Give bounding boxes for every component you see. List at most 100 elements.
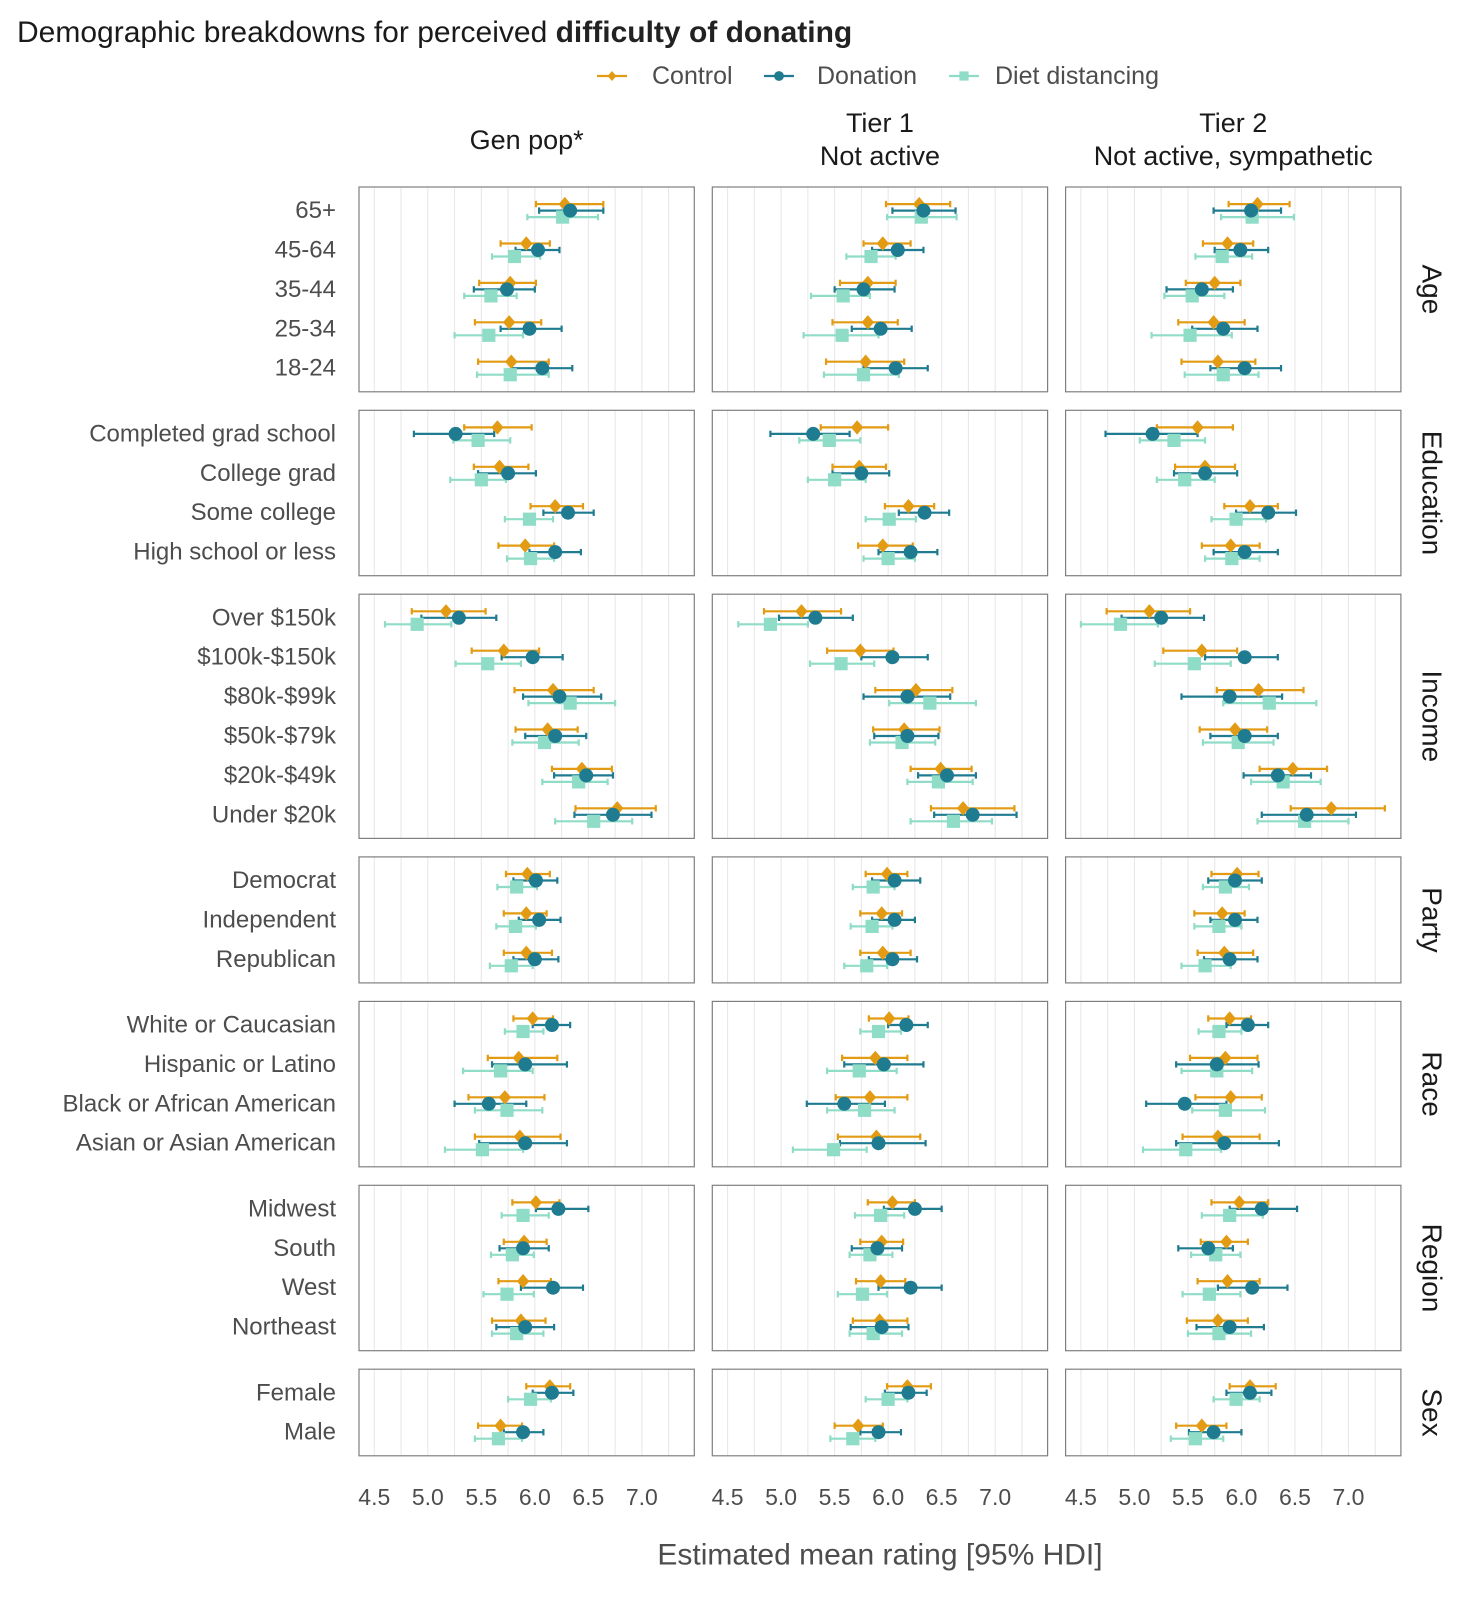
- point-diet-distancing: [1216, 368, 1230, 382]
- point-control: [854, 643, 867, 658]
- point-diet-distancing: [882, 512, 896, 526]
- group-strip-label: Age: [1417, 264, 1448, 314]
- point-donation: [1270, 768, 1285, 783]
- row-label: South: [273, 1235, 336, 1262]
- panel-age-3: [1064, 186, 1402, 393]
- point-control: [521, 866, 534, 882]
- point-control: [876, 538, 889, 553]
- point-donation: [525, 650, 540, 665]
- x-tick-label: 4.5: [712, 1484, 744, 1510]
- point-donation: [448, 426, 463, 441]
- point-donation: [500, 282, 515, 297]
- legend-label: Diet distancing: [995, 62, 1159, 90]
- point-control: [520, 945, 533, 960]
- point-donation: [1145, 426, 1160, 441]
- row-50k-79k: [511, 722, 588, 750]
- point-donation: [605, 807, 620, 822]
- point-donation: [871, 1136, 886, 1151]
- point-diet-distancing: [1185, 289, 1199, 303]
- point-donation: [535, 361, 550, 376]
- point-control: [1220, 1234, 1233, 1249]
- x-axis-title: Estimated mean rating [95% HDI]: [657, 1539, 1102, 1572]
- point-control: [875, 906, 888, 921]
- row-democrat: [851, 866, 922, 894]
- point-diet-distancing: [491, 1432, 506, 1446]
- point-diet-distancing: [1113, 617, 1128, 631]
- point-donation: [899, 1018, 914, 1032]
- panel-background: [712, 410, 1048, 576]
- x-axis-3: 4.5 5.0 5.5 6.0 6.5 7.0: [1065, 1484, 1365, 1510]
- point-diet-distancing: [504, 959, 518, 973]
- point-donation: [1244, 203, 1259, 218]
- point-diet-distancing: [471, 433, 485, 447]
- row-label: $80k-$99k: [224, 683, 337, 710]
- point-donation: [544, 1018, 559, 1032]
- group-strip-label: Party: [1417, 887, 1448, 952]
- point-donation: [917, 505, 932, 520]
- point-control: [494, 1418, 507, 1433]
- panel-background: [1065, 1369, 1401, 1456]
- row-high-school-or-less: [497, 538, 582, 566]
- point-diet-distancing: [835, 328, 849, 342]
- point-donation: [551, 1201, 566, 1216]
- legend-label: Control: [652, 62, 733, 90]
- point-diet-distancing: [856, 368, 871, 382]
- point-control: [1221, 1274, 1234, 1289]
- row-label: Black or African American: [63, 1090, 336, 1117]
- row-label: Independent: [203, 906, 337, 933]
- row-west: [1181, 1274, 1289, 1301]
- row-midwest: [853, 1195, 943, 1222]
- point-donation: [887, 873, 902, 888]
- point-control: [850, 420, 864, 435]
- point-donation: [1222, 952, 1237, 967]
- chart-title: Demographic breakdowns for perceived dif…: [17, 16, 852, 49]
- row-label: Northeast: [232, 1314, 336, 1341]
- panel-border: [711, 593, 1049, 840]
- row-65: [884, 196, 958, 224]
- point-donation: [501, 466, 516, 481]
- point-diet-distancing: [923, 696, 937, 710]
- point-control: [520, 236, 533, 251]
- panel-border: [1064, 409, 1402, 577]
- point-donation: [481, 1096, 496, 1111]
- point-control: [516, 1274, 530, 1289]
- group-strip-label: Region: [1417, 1224, 1448, 1313]
- point-diet-distancing: [1178, 473, 1192, 487]
- panel-border: [358, 1184, 695, 1352]
- row-hispanic-or-latino: [826, 1050, 925, 1078]
- point-diet-distancing: [1225, 552, 1239, 566]
- row-labels: 65+ 45-64 35-44 25-34 18-24 Completed grad sc…: [63, 197, 337, 1446]
- point-donation: [518, 1320, 533, 1335]
- point-donation: [544, 1385, 559, 1400]
- panel-region-2: [711, 1184, 1049, 1352]
- row-male: [1169, 1418, 1243, 1446]
- point-donation: [900, 689, 915, 704]
- point-diet-distancing: [516, 1024, 530, 1039]
- row-some-college: [1210, 499, 1298, 526]
- point-donation: [546, 1280, 561, 1295]
- point-donation: [1237, 545, 1252, 560]
- row-label: Over $150k: [212, 604, 337, 631]
- point-control: [1211, 1313, 1225, 1328]
- point-diet-distancing: [1218, 1103, 1232, 1117]
- circle-icon: [774, 71, 784, 81]
- row-80k-99k: [1180, 682, 1318, 710]
- row-100k-150k: [808, 643, 929, 671]
- panel-education-2: [711, 409, 1049, 577]
- point-donation: [856, 282, 871, 297]
- point-donation: [1254, 1201, 1269, 1216]
- point-donation: [552, 689, 567, 704]
- point-diet-distancing: [881, 552, 895, 566]
- panel-border: [358, 1368, 695, 1457]
- row-20k-49k: [906, 761, 977, 789]
- point-donation: [548, 545, 563, 560]
- point-control: [1211, 354, 1225, 369]
- point-donation: [1242, 1385, 1257, 1400]
- row-label: 65+: [295, 197, 336, 224]
- point-control: [1286, 761, 1300, 777]
- row-white-or-caucasian: [503, 1011, 572, 1039]
- point-diet-distancing: [503, 368, 517, 382]
- point-diet-distancing: [500, 1103, 514, 1117]
- row-20k-49k: [1242, 761, 1329, 789]
